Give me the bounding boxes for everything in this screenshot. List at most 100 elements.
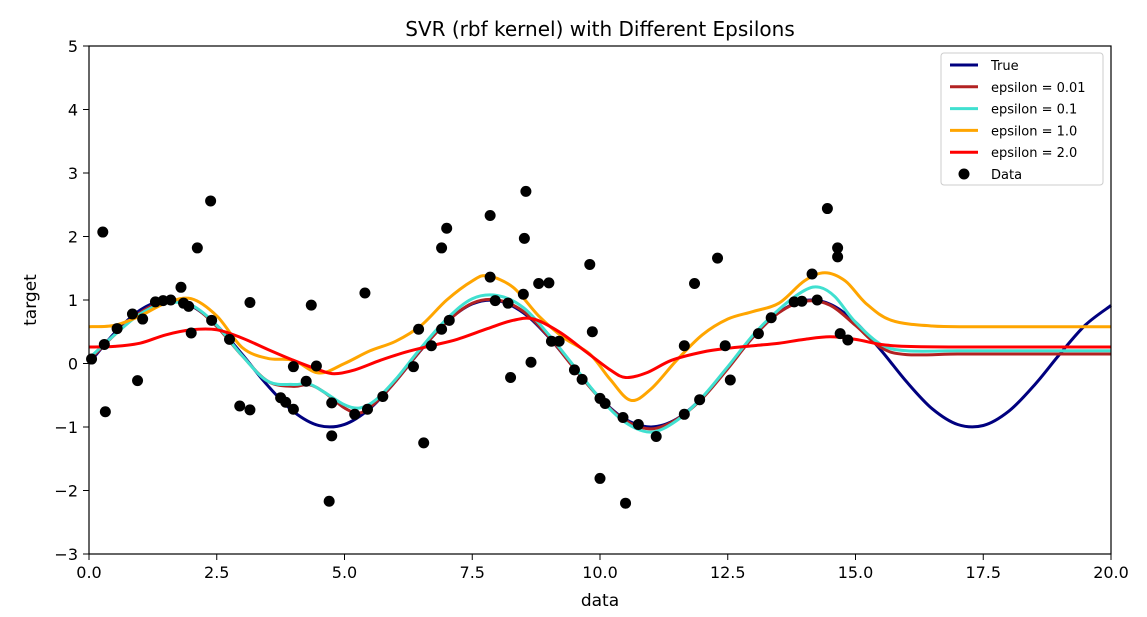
data-point: [765, 312, 777, 324]
data-point: [719, 340, 731, 352]
data-point: [323, 495, 335, 507]
data-point: [489, 295, 501, 307]
y-tick-label: 0: [68, 355, 78, 374]
y-tick-label: 1: [68, 291, 78, 310]
data-point: [678, 408, 690, 420]
ticks-layer: 0.0 2.5 5.0 7.5 10.0 12.5 15.0 17.5 20.0 −3 −2 −1 0 1…: [54, 37, 1128, 582]
y-tick-label: −2: [54, 482, 78, 501]
x-tick-label: 17.5: [965, 563, 1001, 582]
data-point: [413, 323, 425, 335]
data-point: [234, 400, 246, 412]
legend-label: True: [990, 59, 1019, 74]
data-point: [525, 356, 537, 368]
data-point: [98, 338, 110, 350]
data-point: [183, 300, 195, 312]
legend-marker: [958, 168, 970, 180]
data-point: [599, 398, 611, 410]
data-point: [518, 232, 530, 244]
data-point: [502, 297, 514, 309]
data-point: [361, 403, 373, 415]
data-point: [175, 281, 187, 293]
data-point: [377, 391, 389, 403]
x-tick-label: 12.5: [710, 563, 746, 582]
x-tick-label: 7.5: [460, 563, 485, 582]
y-tick-label: 4: [68, 101, 78, 120]
data-point: [545, 335, 557, 347]
data-point: [632, 418, 644, 430]
data-point: [224, 333, 236, 345]
y-tick-label: 2: [68, 228, 78, 247]
data-point: [407, 361, 419, 373]
legend: True epsilon = 0.01 epsilon = 0.1 epsilon =…: [940, 52, 1104, 186]
data-point: [594, 472, 606, 484]
data-point: [517, 288, 529, 300]
series-line-3: [88, 271, 1112, 403]
x-axis-label: data: [581, 591, 619, 611]
x-tick-label: 0.0: [76, 563, 101, 582]
data-point: [694, 394, 706, 406]
data-point: [436, 323, 448, 335]
data-point: [111, 323, 123, 335]
data-point: [425, 340, 437, 352]
data-point: [586, 326, 598, 338]
data-point: [576, 373, 588, 385]
x-tick-label: 10.0: [582, 563, 618, 582]
data-point: [520, 185, 532, 197]
x-tick-label: 20.0: [1093, 563, 1129, 582]
data-point: [832, 251, 844, 263]
data-point: [842, 334, 854, 346]
series-layer: [87, 271, 1112, 434]
legend-label: epsilon = 0.1: [991, 103, 1077, 118]
chart-title: SVR (rbf kernel) with Different Epsilons: [405, 17, 794, 41]
y-tick-label: 3: [68, 164, 78, 183]
data-point: [132, 375, 144, 387]
data-point: [505, 371, 517, 383]
data-point: [359, 287, 371, 299]
legend-label: epsilon = 0.01: [991, 81, 1086, 96]
data-point: [165, 294, 177, 306]
series-line-2: [87, 285, 1111, 434]
data-point: [436, 242, 448, 254]
data-point: [533, 277, 545, 289]
data-point: [617, 411, 629, 423]
data-point: [484, 210, 496, 222]
data-point: [834, 328, 846, 340]
x-tick-label: 5.0: [332, 563, 357, 582]
y-tick-label: −3: [54, 545, 78, 564]
series-line-4: [88, 316, 1112, 380]
data-point: [752, 328, 764, 340]
data-point: [821, 203, 833, 215]
data-point: [244, 404, 256, 416]
data-point: [443, 314, 455, 326]
data-point: [326, 397, 338, 409]
data-point: [305, 299, 317, 311]
legend-label: epsilon = 1.0: [991, 124, 1077, 139]
data-point: [806, 268, 818, 280]
data-point: [310, 360, 322, 372]
y-tick-label: −1: [54, 418, 78, 437]
data-point: [689, 277, 701, 289]
data-point: [553, 335, 565, 347]
data-point: [568, 364, 580, 376]
legend-label: epsilon = 2.0: [991, 146, 1077, 161]
data-point: [126, 308, 138, 320]
y-axis-label: target: [21, 274, 41, 326]
data-point: [584, 258, 596, 270]
data-point: [280, 396, 292, 408]
data-point: [724, 374, 736, 386]
data-point: [832, 242, 844, 254]
data-point: [796, 295, 808, 307]
data-point: [811, 294, 823, 306]
points-layer: [86, 185, 854, 509]
data-point: [97, 226, 109, 238]
data-point: [620, 497, 632, 509]
data-point: [326, 430, 338, 442]
data-point: [287, 403, 299, 415]
data-point: [244, 297, 256, 309]
data-point: [300, 375, 312, 387]
data-point: [484, 271, 496, 283]
legend-label: Data: [991, 168, 1022, 183]
data-point: [185, 327, 197, 339]
data-point: [191, 242, 203, 254]
